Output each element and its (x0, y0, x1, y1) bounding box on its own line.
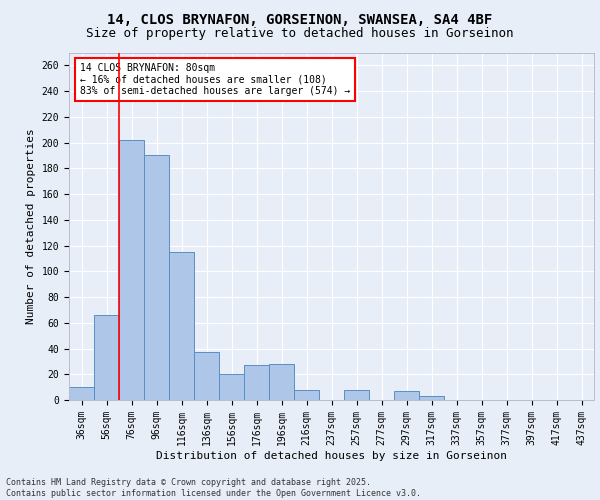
Bar (194, 352, 219, 400)
Bar (144, 156, 169, 400)
Bar (344, 390, 369, 400)
Bar (169, 252, 194, 400)
X-axis label: Distribution of detached houses by size in Gorseinon: Distribution of detached houses by size … (156, 450, 507, 460)
Text: Size of property relative to detached houses in Gorseinon: Size of property relative to detached ho… (86, 28, 514, 40)
Text: Contains HM Land Registry data © Crown copyright and database right 2025.
Contai: Contains HM Land Registry data © Crown c… (6, 478, 421, 498)
Bar (219, 374, 244, 400)
Bar (294, 390, 319, 400)
Bar (94, 315, 119, 400)
Y-axis label: Number of detached properties: Number of detached properties (26, 128, 36, 324)
Bar (69, 387, 94, 400)
Bar (119, 140, 144, 400)
Bar (394, 391, 419, 400)
Text: 14, CLOS BRYNAFON, GORSEINON, SWANSEA, SA4 4BF: 14, CLOS BRYNAFON, GORSEINON, SWANSEA, S… (107, 12, 493, 26)
Bar (419, 396, 444, 400)
Bar (244, 365, 269, 400)
Bar (269, 364, 294, 400)
Text: 14 CLOS BRYNAFON: 80sqm
← 16% of detached houses are smaller (108)
83% of semi-d: 14 CLOS BRYNAFON: 80sqm ← 16% of detache… (79, 63, 350, 96)
